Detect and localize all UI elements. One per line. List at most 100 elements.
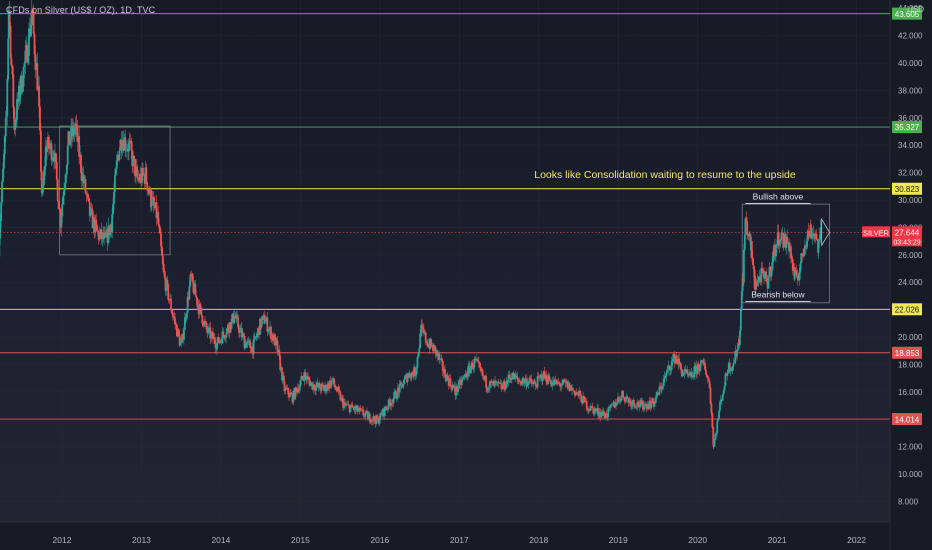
candle-body: [356, 405, 358, 409]
candle-body: [7, 10, 10, 39]
candle-body: [616, 403, 618, 406]
candle-body: [255, 337, 258, 338]
candle-body: [99, 229, 102, 234]
candle-body: [507, 374, 510, 383]
candle-body: [264, 320, 267, 323]
candle-body: [588, 408, 590, 410]
candle-body: [95, 219, 98, 226]
candle-body: [171, 313, 174, 317]
candle-body: [206, 329, 209, 333]
candle-body: [549, 380, 551, 382]
candle-body: [162, 263, 165, 273]
candle-body: [84, 179, 87, 193]
candle-body: [650, 403, 653, 409]
candle-body: [516, 376, 519, 380]
candle-body: [297, 388, 300, 391]
y-tick-label: 36.000: [898, 114, 923, 123]
candle-body: [371, 419, 374, 421]
candle-body: [259, 318, 262, 328]
candle-body: [34, 54, 37, 70]
candle-body: [698, 370, 701, 372]
candle-body: [440, 358, 443, 361]
candle-body: [535, 386, 538, 388]
candle-body: [224, 337, 227, 339]
y-tick-label: 18.000: [898, 360, 923, 369]
candle-body: [551, 381, 554, 386]
y-tick-label: 32.000: [898, 169, 923, 178]
candle-body: [693, 366, 696, 378]
candle-body: [438, 353, 441, 360]
candle-body: [499, 383, 502, 384]
price-level-value: 43.605: [895, 10, 920, 19]
candle-body: [631, 404, 633, 407]
candle-body: [178, 335, 181, 346]
candle-body: [121, 140, 124, 148]
candle-body: [108, 225, 111, 236]
candle-body: [460, 380, 463, 385]
candle-body: [263, 322, 266, 324]
candle-body: [407, 373, 410, 377]
candle-body: [767, 277, 770, 289]
candle-body: [399, 382, 402, 384]
candle-body: [308, 377, 310, 381]
candle-body: [756, 280, 759, 286]
candle-body: [610, 404, 613, 406]
candle-body: [608, 406, 610, 409]
candle-body: [381, 413, 383, 416]
candle-body: [780, 233, 783, 240]
y-tick-label: 20.000: [898, 333, 923, 342]
candle-body: [145, 167, 148, 183]
candle-body: [426, 343, 429, 347]
candle-body: [275, 337, 278, 341]
candle-body: [50, 143, 53, 161]
candle-body: [553, 380, 556, 386]
candle-body: [277, 349, 280, 353]
candle-body: [478, 363, 481, 367]
candle-body: [544, 374, 547, 379]
candle-body: [715, 432, 718, 435]
candle-body: [754, 287, 756, 290]
candle-body: [494, 380, 496, 383]
candle-body: [733, 362, 736, 364]
y-tick-label: 24.000: [898, 278, 923, 287]
candle-body: [714, 434, 717, 441]
y-tick-label: 38.000: [898, 86, 923, 95]
candle-body: [433, 345, 435, 352]
candle-body: [803, 248, 805, 257]
candle-body: [495, 381, 498, 383]
candle-body: [743, 234, 746, 250]
candle-body: [204, 320, 206, 323]
triangle-pattern: [821, 217, 831, 247]
candle-body: [810, 227, 813, 239]
candle-body: [245, 343, 248, 348]
candle-body: [680, 369, 683, 377]
candle-body: [446, 374, 449, 379]
candle-body: [69, 140, 72, 145]
candle-body: [331, 380, 334, 381]
candle-body: [486, 389, 489, 391]
candle-body: [665, 372, 668, 377]
candle-body: [661, 386, 663, 390]
candle-body: [645, 404, 648, 410]
candle-body: [571, 388, 573, 391]
candle-body: [594, 408, 597, 412]
candle-body: [687, 373, 690, 375]
candle-body: [725, 373, 728, 376]
candle-body: [173, 316, 176, 319]
candle-body: [819, 227, 822, 240]
candle-body: [591, 406, 594, 409]
candle-body: [548, 375, 551, 381]
candle-body: [266, 317, 269, 332]
candle-body: [673, 354, 676, 364]
candle-body: [45, 146, 47, 153]
candle-body: [312, 384, 315, 390]
candle-body: [448, 378, 451, 386]
candle-body: [9, 25, 12, 59]
candle-body: [352, 407, 355, 409]
candle-body: [53, 157, 55, 162]
candle-body: [408, 373, 411, 378]
candle-body: [633, 403, 636, 407]
candle-body: [36, 63, 39, 90]
